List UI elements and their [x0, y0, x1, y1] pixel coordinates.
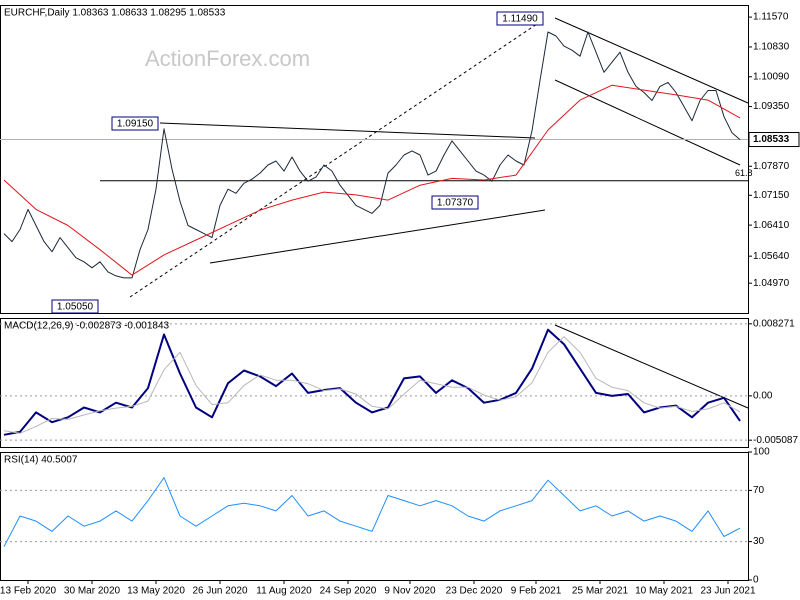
annotation: 1.09150 [117, 119, 154, 130]
macd-panel [0, 318, 749, 448]
y-tick-label: 70 [753, 485, 765, 496]
series-line [3, 31, 741, 279]
rsi-panel [0, 452, 749, 581]
y-tick-label: 100 [753, 447, 770, 458]
x-tick-label: 26 Jun 2020 [192, 586, 247, 597]
y-tick-label: 1.07150 [753, 190, 790, 201]
annotation-box [111, 116, 159, 131]
x-tick-label: 23 Jun 2021 [700, 586, 755, 597]
y-tick-label: 1.07870 [753, 161, 790, 172]
x-tick-label: 11 Aug 2020 [256, 586, 312, 597]
annotation-box [51, 299, 99, 314]
y-tick-label: -0.005087 [753, 435, 798, 446]
triangle-upper [159, 122, 536, 139]
y-tick-label: 0.00 [753, 391, 773, 402]
price-panel [0, 5, 749, 314]
x-tick-label: 10 May 2021 [635, 586, 693, 597]
macd-trendline [554, 324, 749, 409]
x-tick-label: 24 Sep 2020 [320, 586, 377, 597]
fib-label: 61.8 [735, 168, 753, 178]
x-tick-label: 13 May 2020 [127, 586, 185, 597]
last-price-tag [748, 132, 800, 148]
annotation: 1.11490 [502, 14, 538, 25]
panel-title: EURCHF,Daily 1.08363 1.08633 1.08295 1.0… [4, 8, 226, 19]
series-line [3, 328, 741, 436]
last-price-label: 1.08533 [753, 134, 790, 145]
x-tick-label: 9 Feb 2021 [511, 586, 562, 597]
annotation: 1.07370 [437, 198, 474, 209]
x-tick-label: 13 Feb 2020 [0, 586, 57, 597]
y-tick-label: 1.09350 [753, 101, 790, 112]
x-tick-label: 9 Nov 2020 [384, 586, 436, 597]
y-tick-label: 1.11570 [753, 12, 789, 23]
x-tick-label: 23 Dec 2020 [446, 586, 503, 597]
y-tick-label: 1.10830 [753, 42, 790, 53]
y-tick-label: 1.04970 [753, 278, 790, 289]
triangle-lower [209, 209, 546, 264]
watermark: ActionForex.com [145, 46, 310, 71]
series-line [3, 336, 741, 434]
panel-title: MACD(12,26,9) -0.002873 -0.001843 [4, 321, 170, 332]
y-tick-label: 1.05640 [753, 251, 790, 262]
y-tick-label: 0 [753, 575, 759, 586]
series-line [3, 84, 741, 276]
x-tick-label: 30 Mar 2020 [64, 586, 121, 597]
annotation-box [431, 195, 479, 210]
y-tick-label: 1.10090 [753, 71, 790, 82]
channel-upper [554, 17, 749, 104]
y-tick-label: 0.008271 [753, 318, 795, 329]
x-tick-label: 25 Mar 2021 [572, 586, 629, 597]
y-tick-label: 30 [753, 536, 765, 547]
channel-lower [554, 79, 741, 166]
trendlines [129, 17, 749, 409]
panel-title: RSI(14) 40.5007 [4, 455, 78, 466]
annotation-box [496, 11, 544, 26]
y-tick-label: 1.06410 [753, 220, 790, 231]
annotation: 1.05050 [57, 302, 94, 313]
series-line [3, 477, 741, 547]
dotted-trendline [129, 21, 541, 298]
